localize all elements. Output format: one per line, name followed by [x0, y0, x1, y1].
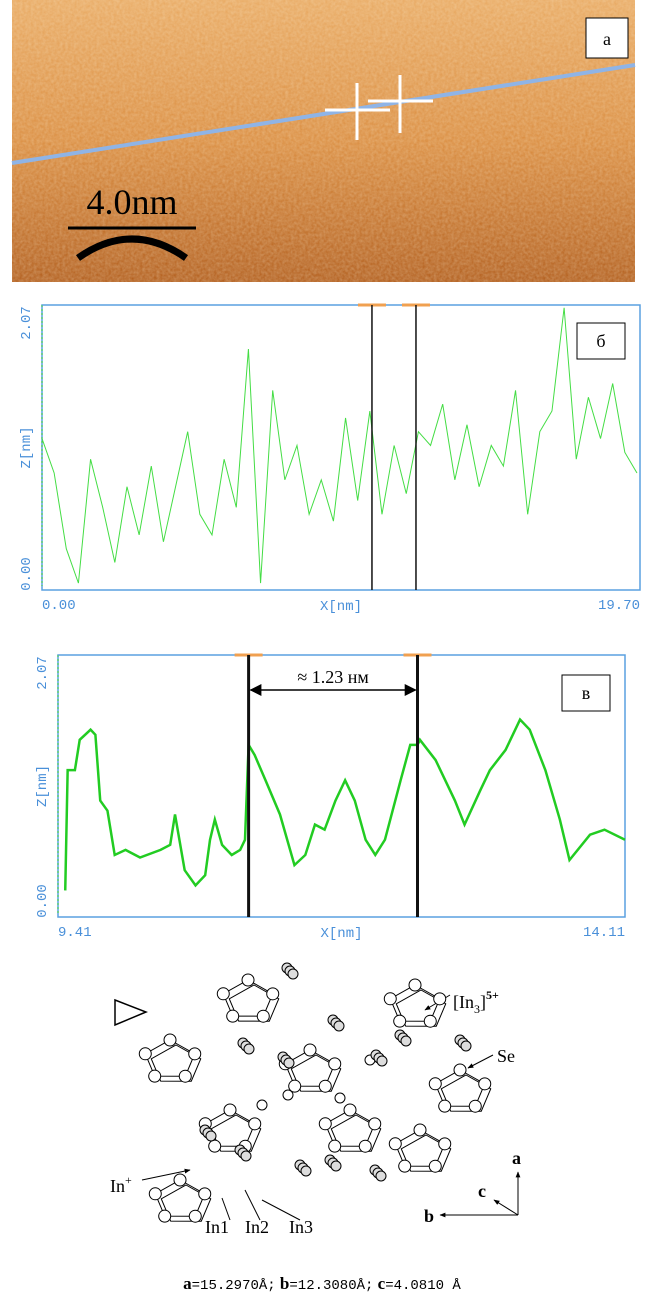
figure: 4.0nm а [In3]5+ Se In+ In1 In2 In3 a b c…	[0, 0, 645, 1301]
atom	[304, 1044, 316, 1056]
y-tick-label: 2.07	[35, 656, 51, 690]
atom	[394, 1015, 406, 1027]
atom	[217, 988, 229, 1000]
profile-line	[42, 308, 637, 583]
atom	[249, 1118, 261, 1130]
atom	[139, 1048, 151, 1060]
scale-label: 4.0nm	[86, 182, 177, 222]
in-plus-atom	[401, 1036, 411, 1046]
x-tick-label: 9.41	[58, 925, 92, 941]
in-plus-atom	[241, 1151, 251, 1161]
atom	[257, 1010, 269, 1022]
in-plus-atom	[244, 1044, 254, 1054]
se-label: Se	[497, 1046, 515, 1066]
atom	[224, 1104, 236, 1116]
axis-b: b	[424, 1206, 434, 1226]
atom	[399, 1160, 411, 1172]
site-label: In3	[289, 1217, 313, 1237]
atom	[199, 1188, 211, 1200]
atom	[335, 1093, 345, 1103]
atom	[149, 1070, 161, 1082]
atom	[469, 1100, 481, 1112]
atom	[189, 1048, 201, 1060]
atom	[479, 1078, 491, 1090]
atom	[439, 1138, 451, 1150]
atom	[344, 1104, 356, 1116]
site-label: In2	[245, 1217, 269, 1237]
atom	[424, 1015, 436, 1027]
annotation: ≈ 1.23 нм	[297, 667, 368, 687]
atom	[227, 1010, 239, 1022]
atom	[429, 1160, 441, 1172]
atom	[329, 1058, 341, 1070]
crystal-structure: [In3]5+ Se In+ In1 In2 In3 a b c a=15.29…	[110, 963, 521, 1294]
y-axis-label: Z[nm]	[19, 426, 35, 468]
panel-label: а	[603, 29, 611, 49]
atom	[319, 1080, 331, 1092]
y-tick-label: 0.00	[35, 884, 51, 918]
panel-label: в	[582, 683, 591, 703]
atom	[189, 1210, 201, 1222]
atom	[389, 1138, 401, 1150]
atom	[369, 1118, 381, 1130]
atom	[409, 979, 421, 991]
atom	[149, 1188, 161, 1200]
atom	[179, 1070, 191, 1082]
in-plus-atom	[376, 1171, 386, 1181]
atom	[329, 1140, 341, 1152]
y-tick-label: 2.07	[19, 306, 35, 340]
axis-c: c	[478, 1181, 486, 1201]
in-plus-atom	[331, 1161, 341, 1171]
in-plus-atom	[284, 1058, 294, 1068]
in-plus-atom	[461, 1041, 471, 1051]
atom	[414, 1124, 426, 1136]
x-axis-label: X[nm]	[320, 599, 362, 615]
atom	[159, 1210, 171, 1222]
x-tick-label: 19.70	[598, 598, 640, 614]
x-tick-label: 14.11	[583, 925, 625, 941]
in-plus-atom	[334, 1021, 344, 1031]
x-axis-label: X[nm]	[320, 926, 362, 942]
atom	[384, 993, 396, 1005]
profile-line	[65, 720, 625, 891]
in-plus-atom	[301, 1166, 311, 1176]
atom	[454, 1064, 466, 1076]
x-tick-label: 0.00	[42, 598, 76, 614]
atom	[164, 1034, 176, 1046]
atom	[359, 1140, 371, 1152]
atom	[209, 1140, 221, 1152]
atom	[283, 1090, 293, 1100]
site-label: In1	[205, 1217, 229, 1237]
in-plus-label: In+	[110, 1173, 132, 1196]
in-plus-atom	[206, 1131, 216, 1141]
atom	[429, 1078, 441, 1090]
plot-frame	[42, 305, 640, 590]
axis-a: a	[512, 1148, 521, 1168]
panel-label: б	[596, 331, 605, 351]
atom	[174, 1174, 186, 1186]
atom	[267, 988, 279, 1000]
atom	[319, 1118, 331, 1130]
atom	[257, 1100, 267, 1110]
atom	[434, 993, 446, 1005]
y-tick-label: 0.00	[19, 557, 35, 591]
caption: a=15.2970Å; b=12.3080Å; c=4.0810 Å	[183, 1274, 461, 1294]
stm-image: 4.0nm а	[12, 0, 635, 282]
y-axis-label: Z[nm]	[35, 765, 51, 807]
atom	[439, 1100, 451, 1112]
cluster-label: [In3]5+	[453, 988, 499, 1016]
in-plus-atom	[377, 1056, 387, 1066]
atom	[242, 974, 254, 986]
in-plus-atom	[288, 969, 298, 979]
